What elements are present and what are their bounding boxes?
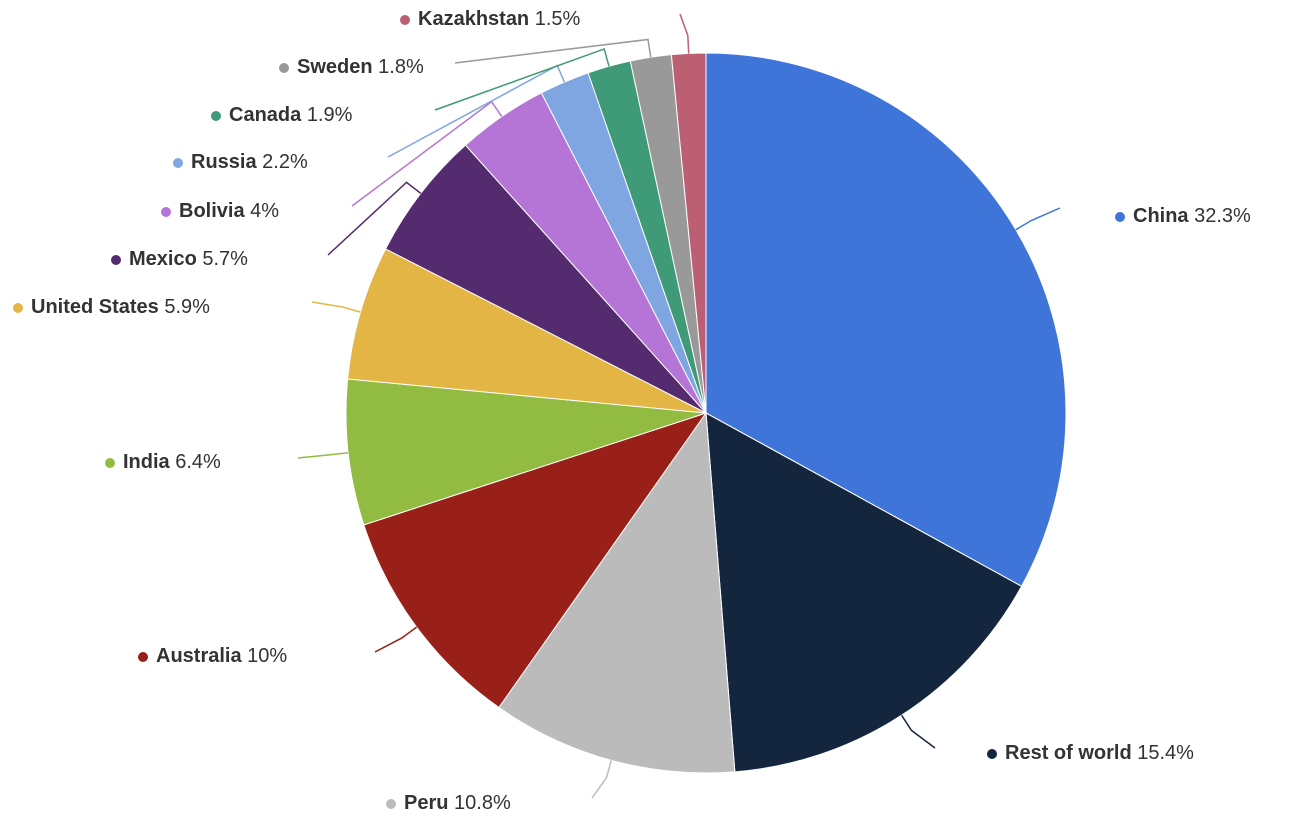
slice-name: Canada	[229, 104, 302, 126]
label-dot	[111, 255, 121, 265]
slice-name: United States	[31, 296, 159, 318]
label-dot	[161, 207, 171, 217]
connector	[311, 301, 361, 313]
connector	[297, 452, 349, 459]
label-dot	[105, 458, 115, 468]
slice-value: 2.2%	[262, 151, 308, 173]
slice-label: Rest of world 15.4%	[1005, 742, 1194, 764]
slice-value: 32.3%	[1194, 205, 1251, 227]
slice-value: 1.8%	[378, 56, 424, 78]
slice-name: Peru	[404, 792, 448, 814]
slice-label: Sweden 1.8%	[297, 56, 424, 78]
slice-label: Mexico 5.7%	[129, 248, 248, 270]
slice-label: Bolivia 4%	[179, 200, 279, 222]
slice-value: 1.9%	[307, 104, 353, 126]
label-dot	[279, 63, 289, 73]
label-dot	[987, 749, 997, 759]
slice-name: Rest of world	[1005, 742, 1132, 764]
pie-slice	[347, 248, 707, 414]
slice-name: Kazakhstan	[418, 8, 529, 30]
slice-value: 5.9%	[164, 296, 210, 318]
slice-value: 10.8%	[454, 792, 511, 814]
label-dot	[13, 303, 23, 313]
connector	[454, 38, 652, 64]
slice-value: 1.5%	[535, 8, 581, 30]
pie-slice	[384, 144, 707, 414]
slice-name: Sweden	[297, 56, 373, 78]
label-dot	[173, 158, 183, 168]
slice-label: Canada 1.9%	[229, 104, 353, 126]
label-dot	[211, 111, 221, 121]
connector	[591, 760, 612, 799]
slice-label: India 6.4%	[123, 451, 221, 473]
slice-name: Australia	[156, 645, 242, 667]
connector	[327, 181, 422, 256]
label-dot	[138, 652, 148, 662]
slice-label: Russia 2.2%	[191, 151, 308, 173]
label-dot	[386, 799, 396, 809]
connector	[900, 714, 936, 749]
slice-value: 5.7%	[202, 248, 248, 270]
slice-name: Mexico	[129, 248, 197, 270]
slice-name: Bolivia	[179, 200, 245, 222]
connector	[374, 626, 418, 653]
slice-value: 15.4%	[1137, 742, 1194, 764]
slice-label: Kazakhstan 1.5%	[418, 8, 581, 30]
slice-name: Russia	[191, 151, 257, 173]
slice-label: China 32.3%	[1133, 205, 1251, 227]
label-dot	[1115, 212, 1125, 222]
connector	[434, 47, 610, 111]
slice-value: 6.4%	[175, 451, 221, 473]
slice-name: China	[1133, 205, 1189, 227]
connector	[679, 13, 690, 54]
slice-value: 4%	[250, 200, 279, 222]
slice-label: Peru 10.8%	[404, 792, 511, 814]
pie-slice	[363, 412, 708, 709]
connector	[1015, 207, 1061, 231]
slice-value: 10%	[247, 645, 287, 667]
pie-slice	[705, 412, 1023, 773]
slice-label: Australia 10%	[156, 645, 287, 667]
slice-name: India	[123, 451, 171, 473]
slice-label: United States 5.9%	[31, 296, 210, 318]
label-dot	[400, 15, 410, 25]
